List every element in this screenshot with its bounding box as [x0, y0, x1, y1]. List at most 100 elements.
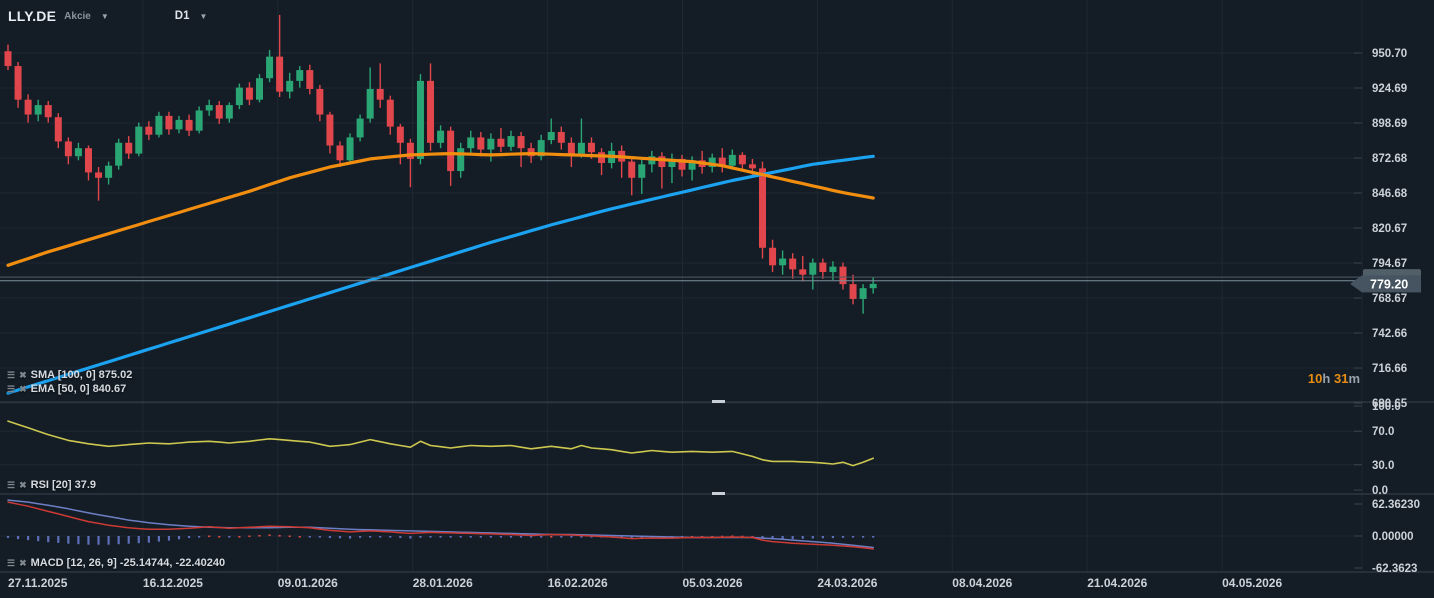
chart-header: LLY.DE Akcie ▼ D1 ▼ — [8, 8, 211, 24]
candle — [628, 161, 636, 178]
macd-histogram-bar — [87, 536, 90, 545]
macd-histogram-bar — [77, 536, 80, 545]
macd-histogram-bar — [208, 535, 211, 538]
panel-resize-handle[interactable] — [712, 400, 725, 403]
panel-separators — [0, 400, 1434, 573]
candle — [718, 157, 726, 166]
macd-histogram-bar — [560, 536, 563, 538]
macd-histogram-bar — [379, 536, 382, 538]
candle — [859, 288, 867, 299]
time-axis-tick: 24.03.2026 — [817, 576, 877, 590]
candle — [336, 145, 344, 161]
macd-histogram-bar — [862, 536, 865, 538]
macd-histogram-bar — [67, 536, 70, 544]
macd-histogram-bar — [851, 536, 855, 538]
candle-wick — [661, 152, 663, 189]
macd-histogram-bar — [157, 536, 160, 542]
rsi-line — [7, 420, 874, 467]
macd-histogram-bar — [147, 536, 150, 543]
current-price-tag-value: 779.20 — [1370, 277, 1408, 291]
macd-histogram-bar — [630, 536, 633, 539]
candle-wick — [550, 118, 552, 145]
macd-histogram-bar — [721, 535, 724, 538]
macd-histogram-bar — [550, 536, 553, 538]
macd-histogram-bar — [399, 536, 402, 539]
macd-histogram-bar — [198, 536, 201, 538]
macd-histogram-bar — [117, 536, 120, 545]
rsi-indicator-row: ☰ ✖ RSI [20] 37.9 — [7, 479, 96, 491]
candle — [658, 156, 666, 168]
macd-histogram-bar — [781, 536, 784, 540]
price-axis-tick: 898.69 — [1372, 118, 1407, 130]
macd-histogram-bar — [177, 536, 181, 540]
candle — [74, 148, 82, 157]
indicator-close-icon[interactable]: ✖ — [19, 479, 27, 490]
macd-histogram-bar — [288, 535, 291, 538]
candle — [668, 158, 676, 168]
candle — [175, 119, 183, 130]
instrument-type-label: Akcie — [64, 10, 91, 22]
candle — [155, 115, 163, 135]
candle-wick — [278, 14, 281, 98]
time-axis-tick: 28.01.2026 — [413, 576, 473, 590]
indicator-settings-icon[interactable]: ☰ — [7, 479, 16, 490]
candle-wick — [409, 138, 412, 188]
ema-indicator-label: EMA [50, 0] 840.67 — [30, 383, 127, 395]
candle — [457, 148, 465, 172]
indicator-settings-icon[interactable]: ☰ — [7, 369, 16, 380]
macd-histogram-bar — [278, 534, 281, 537]
macd-histogram-bar — [308, 536, 311, 538]
macd-histogram-bar — [348, 536, 352, 539]
indicator-close-icon[interactable]: ✖ — [19, 557, 27, 568]
candle — [467, 137, 475, 149]
price-axis-tick: 742.66 — [1372, 328, 1407, 340]
candle — [256, 78, 263, 100]
macd-histogram-bar — [761, 536, 764, 539]
candle — [34, 105, 42, 115]
time-axis[interactable]: 27.11.2025 16.12.2025 09.01.2026 28.01.2026… — [8, 576, 1282, 590]
candle — [306, 70, 314, 89]
rsi-axis-tick: 70.0 — [1372, 426, 1394, 438]
rsi-axis-tick: 0.0 — [1372, 485, 1388, 497]
indicator-close-icon[interactable]: ✖ — [19, 369, 27, 380]
price-axis-tick: 820.67 — [1372, 223, 1407, 235]
macd-histogram-bar — [187, 536, 191, 539]
grid-lines — [0, 0, 1363, 572]
macd-histogram-bar — [57, 536, 60, 543]
macd-histogram-bar — [228, 536, 231, 538]
candle — [427, 80, 435, 143]
indicator-settings-icon[interactable]: ☰ — [7, 383, 16, 394]
timeframe-dropdown-caret-icon[interactable]: ▼ — [199, 11, 208, 21]
price-axis-tick: 690.65 — [1372, 398, 1408, 410]
macd-histogram-bar — [16, 536, 20, 540]
candle — [638, 164, 646, 178]
candle — [54, 117, 62, 142]
candle — [517, 136, 525, 149]
macd-histogram-bar — [509, 536, 513, 538]
macd-histogram-bar — [489, 536, 492, 538]
price-axis[interactable]: 950.70 924.69 898.69 872.68 846.68 820.67 794.… — [1354, 48, 1420, 575]
macd-histogram-bar — [580, 536, 583, 538]
candle — [316, 88, 324, 115]
price-tags: 779.20 — [1350, 269, 1421, 293]
symbol-label[interactable]: LLY.DE — [8, 8, 57, 24]
indicator-close-icon[interactable]: ✖ — [19, 383, 27, 394]
candle-wick — [399, 123, 402, 165]
macd-histogram-bar — [570, 536, 573, 538]
candle — [135, 126, 143, 154]
price-axis-tick: 950.70 — [1372, 48, 1407, 60]
candle — [84, 148, 92, 173]
panel-resize-handle[interactable] — [712, 492, 725, 495]
candle — [185, 119, 193, 131]
timeframe-selector[interactable]: D1 — [174, 10, 190, 22]
time-axis-tick: 09.01.2026 — [278, 576, 338, 590]
indicator-settings-icon[interactable]: ☰ — [7, 557, 16, 568]
candle — [678, 158, 686, 170]
candle — [557, 132, 565, 143]
symbol-dropdown-caret-icon[interactable]: ▼ — [100, 11, 109, 21]
macd-histogram-bar — [167, 536, 171, 541]
candle — [396, 126, 404, 143]
macd-histogram-bar — [821, 536, 824, 539]
candle — [708, 157, 716, 168]
